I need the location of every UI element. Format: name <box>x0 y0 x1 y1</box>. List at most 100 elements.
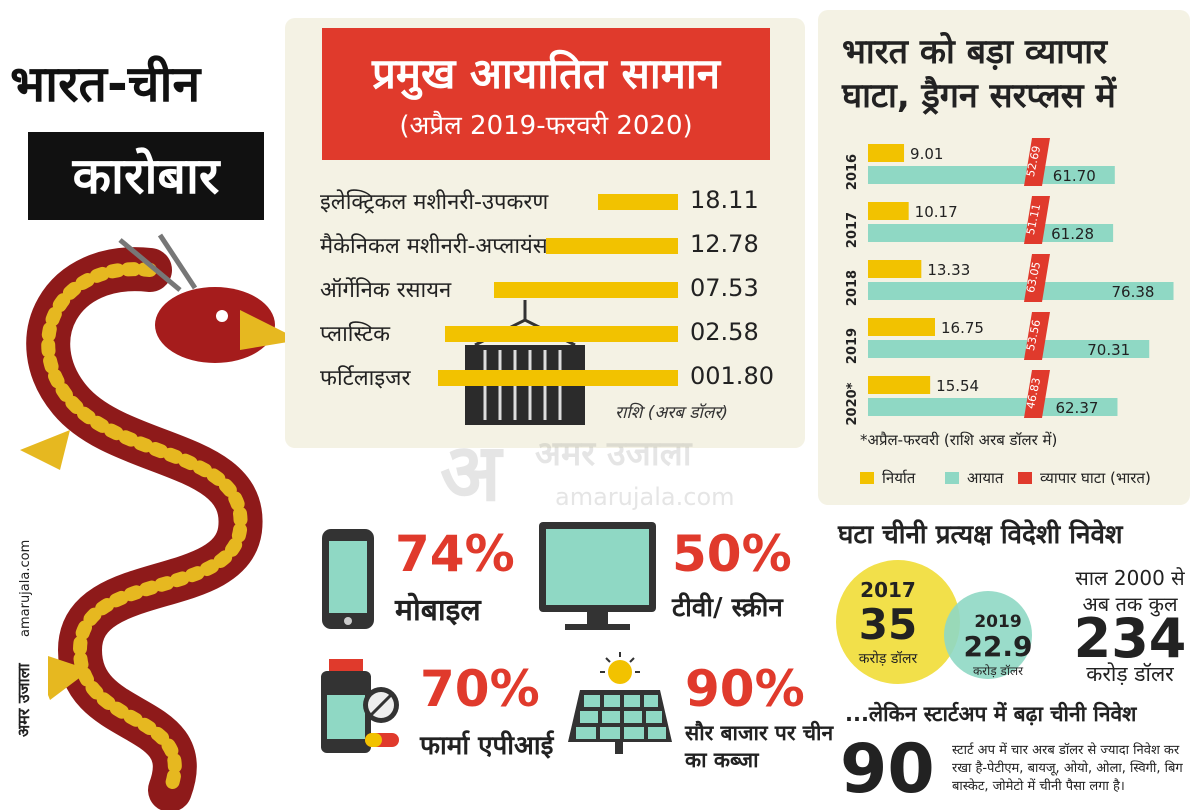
fdi-title: घटा चीनी प्रत्यक्ष विदेशी निवेश <box>838 520 1123 550</box>
fdi-2019-unit: करोड़ डॉलर <box>973 664 1024 678</box>
trade-deficit-value: 52.69 <box>1024 145 1043 179</box>
trade-year-label: 2018 <box>845 270 860 306</box>
imports-bar <box>545 238 678 254</box>
imports-bar <box>494 282 678 298</box>
imports-bar <box>437 370 678 386</box>
tv-label: टीवी/ स्क्रीन <box>672 593 783 623</box>
imports-category-label: फर्टिलाइजर <box>320 366 411 391</box>
trade-import-bar <box>868 340 1150 358</box>
imports-category-label: प्लास्टिक <box>320 322 391 347</box>
trade-deficit-value: 51.11 <box>1024 203 1043 237</box>
fdi-total-unit: करोड़ डॉलर <box>1086 662 1174 686</box>
solar-percent: 90% <box>685 660 805 718</box>
imports-category-label: इलेक्ट्रिकल मशीनरी-उपकरण <box>320 190 549 215</box>
trade-import-value: 62.37 <box>1055 399 1098 417</box>
startup-text: स्टार्ट अप में चार अरब डॉलर से ज्यादा नि… <box>952 743 1183 794</box>
trade-deficit-bar <box>1024 196 1050 244</box>
imports-chart-subtitle: (अप्रैल 2019-फरवरी 2020) <box>399 111 693 141</box>
trade-import-value: 76.38 <box>1112 283 1155 301</box>
trade-deficit-bar <box>1024 370 1050 418</box>
mobile-icon <box>322 529 374 629</box>
fdi-2017-unit: करोड़ डॉलर <box>859 650 918 667</box>
imports-unit-label: राशि (अरब डॉलर) <box>615 403 729 423</box>
fdi-circles: 2017 35 करोड़ डॉलर 2019 22.9 करोड़ डॉलर <box>836 560 1033 684</box>
mobile-percent: 74% <box>395 525 515 583</box>
trade-chart: 2016 9.01 61.70 52.69 2017 10.17 61.28 51.11 201… <box>845 138 1174 425</box>
trade-chart-title: भारत को बड़ा व्यापार घाटा, ड्रैगन सरप्लस… <box>842 32 1116 116</box>
legend-deficit-swatch <box>1018 472 1032 484</box>
trade-panel <box>818 10 1190 505</box>
imports-value-label: 02.58 <box>690 318 759 346</box>
trade-deficit-value: 53.56 <box>1024 319 1043 353</box>
trade-import-value: 61.70 <box>1053 167 1096 185</box>
trade-export-bar <box>868 318 935 336</box>
trade-import-value: 61.28 <box>1051 225 1094 243</box>
imports-bar <box>445 326 678 342</box>
watermark-brand: अमर उजाला <box>535 434 693 474</box>
trade-export-bar <box>868 260 922 278</box>
legend-export-label: निर्यात <box>882 469 916 487</box>
imports-rows <box>0 0 1 1</box>
legend-export-swatch <box>860 472 874 484</box>
trade-export-bar <box>868 376 931 394</box>
trade-import-value: 70.31 <box>1087 341 1130 359</box>
trade-export-value: 9.01 <box>910 145 943 163</box>
legend-deficit-label: व्यापार घाटा (भारत) <box>1040 469 1151 487</box>
trade-deficit-bar <box>1024 254 1050 302</box>
title-line-2: कारोबार <box>72 147 220 205</box>
legend-import-label: आयात <box>967 469 1004 487</box>
fdi-2019-value: 22.9 <box>963 630 1032 663</box>
imports-chart-title: प्रमुख आयातित सामान <box>371 49 721 98</box>
trade-export-value: 13.33 <box>927 261 970 279</box>
imports-category-label: मैकेनिकल मशीनरी-अप्लायंस <box>320 234 548 259</box>
mobile-label: मोबाइल <box>395 593 481 628</box>
trade-import-bar <box>868 224 1114 242</box>
trade-deficit-bar <box>1024 312 1050 360</box>
trade-deficit-bar <box>1024 138 1050 186</box>
trade-export-value: 10.17 <box>915 203 958 221</box>
watermark-url: amarujala.com <box>555 483 735 511</box>
tv-percent: 50% <box>672 525 792 583</box>
startup-title: ...लेकिन स्टार्टअप में बढ़ा चीनी निवेश <box>845 702 1137 726</box>
trade-year-label: 2019 <box>845 328 860 364</box>
imports-value-label: 12.78 <box>690 230 759 258</box>
trade-deficit-value: 63.05 <box>1024 261 1043 295</box>
startup-number: 90 <box>840 730 935 809</box>
trade-year-label: 2017 <box>845 212 860 248</box>
fdi-2019-year: 2019 <box>974 612 1021 632</box>
trade-note: *अप्रैल-फरवरी (राशि अरब डॉलर में) <box>860 431 1058 449</box>
brand-url: amarujala.com <box>18 540 33 637</box>
legend-import-swatch <box>945 472 959 484</box>
trade-import-bar <box>868 282 1174 300</box>
trade-import-bar <box>868 398 1118 416</box>
svg-text:अ: अ <box>440 426 504 519</box>
trade-deficit-value: 46.83 <box>1024 377 1043 411</box>
fdi-total-intro: साल 2000 से अब तक कुल <box>1075 566 1185 616</box>
pharma-label: फार्मा एपीआई <box>420 731 554 761</box>
imports-value-label: 18.11 <box>690 186 759 214</box>
shipping-container-icon <box>465 300 585 425</box>
brand-logo-vertical: अमर उजाला amarujala.com <box>14 540 48 800</box>
solar-label: सौर बाजार पर चीन का कब्जा <box>685 721 834 772</box>
fdi-2017-value: 35 <box>859 600 917 649</box>
watermark: अ अमर उजाला amarujala.com <box>440 426 735 519</box>
imports-value-label: 07.53 <box>690 274 759 302</box>
imports-title-box <box>322 28 770 160</box>
trade-export-value: 16.75 <box>941 319 984 337</box>
fdi-2017-year: 2017 <box>860 578 916 602</box>
trade-export-bar <box>868 202 909 220</box>
trade-export-bar <box>868 144 905 162</box>
title-line-1: भारत-चीन <box>10 55 201 113</box>
brand-name: अमर उजाला <box>14 662 33 737</box>
solar-panel-icon <box>568 652 672 754</box>
trade-export-value: 15.54 <box>936 377 979 395</box>
imports-value-label: 001.80 <box>690 362 774 390</box>
imports-category-label: ऑर्गेनिक रसायन <box>320 278 452 303</box>
trade-year-label: 2020* <box>845 382 860 425</box>
medicine-icon <box>321 659 399 753</box>
fdi-total-value: 234 <box>1073 607 1187 670</box>
trade-legend: निर्यात आयात व्यापार घाटा (भारत) <box>860 468 1180 490</box>
trade-import-bar <box>868 166 1115 184</box>
tv-icon <box>539 522 656 630</box>
trade-year-label: 2016 <box>845 154 860 190</box>
